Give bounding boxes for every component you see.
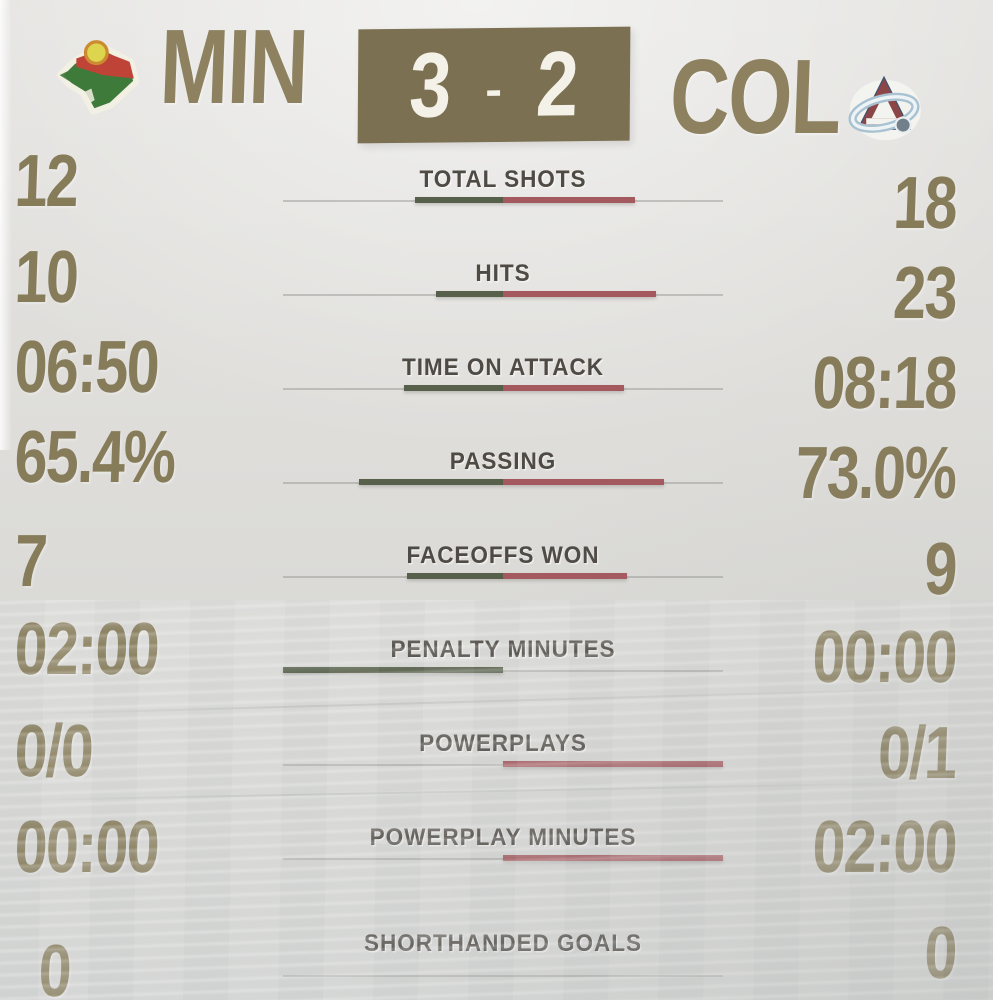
stat-label: PENALTY MINUTES [390,636,616,663]
home-bar-fill [283,667,503,673]
away-stat-value: 0/1 [876,711,958,794]
stat-comparison-bar [283,197,723,205]
away-bar-fill [503,197,635,203]
score-separator: - [485,62,503,116]
stat-comparison-bar [283,573,723,581]
scoreboard-header: MIN 3 - 2 COL [0,0,993,156]
bar-track-line [283,670,723,672]
away-bar-fill [503,761,723,767]
stats-list: 12 TOTAL SHOTS 18 10 HITS 23 06:50 TIME … [0,139,993,1000]
stat-label: SHORTHANDED GOALS [364,930,642,957]
stat-row: 02:00 PENALTY MINUTES 00:00 [0,607,993,704]
away-bar-fill [503,573,627,579]
stat-comparison-bar [283,479,723,487]
home-team-abbr: MIN [158,8,310,126]
away-bar-fill [503,291,656,297]
home-bar-fill [359,479,503,485]
home-bar-fill [407,573,503,579]
away-stat-value: 9 [922,527,958,610]
screen-edge-glow [0,0,12,450]
stat-row: 0/0 POWERPLAYS 0/1 [0,704,993,798]
home-stat-value: 06:50 [13,325,160,408]
away-bar-fill [503,479,664,485]
home-stat-value: 10 [13,235,79,318]
stat-row: 00:00 POWERPLAY MINUTES 02:00 [0,798,993,892]
stat-label: TOTAL SHOTS [419,166,587,193]
stat-comparison-bar [283,291,723,299]
home-bar-fill [404,385,503,391]
away-stat-value: 0 [922,911,958,994]
home-stat-value: 12 [13,139,79,222]
minnesota-wild-logo-icon [56,40,140,115]
home-stat-value: 7 [13,519,48,602]
stat-label: TIME ON ATTACK [402,354,604,381]
away-stat-value: 00:00 [810,615,958,698]
away-score: 2 [534,33,581,136]
away-stat-value: 73.0% [794,431,958,514]
bar-track-line [283,975,723,977]
home-score: 3 [407,34,454,137]
stat-row: 10 HITS 23 [0,234,993,334]
stat-row: 65.4% PASSING 73.0% [0,415,993,516]
away-stat-value: 18 [891,161,958,244]
home-bar-fill [436,291,503,297]
home-stat-value: 0/0 [13,709,94,792]
stat-comparison-bar [283,972,723,980]
away-stat-value: 08:18 [810,341,958,424]
away-team-abbr: COL [668,38,843,156]
stat-label: POWERPLAYS [419,730,587,757]
stat-label: POWERPLAY MINUTES [369,824,637,851]
stat-row: 12 TOTAL SHOTS 18 [0,139,993,244]
score-box: 3 - 2 [357,26,631,144]
away-stat-value: 02:00 [810,805,958,888]
stat-row: 0 SHORTHANDED GOALS 0 [0,892,993,1000]
stat-comparison-bar [283,761,723,769]
stat-row: 7 FACEOFFS WON 9 [0,516,993,610]
home-stat-value: 0 [37,929,72,1000]
home-stat-value: 02:00 [13,607,160,690]
stat-label: PASSING [449,448,557,475]
home-bar-fill [415,197,503,203]
colorado-avalanche-logo-icon [848,75,921,141]
away-bar-fill [503,855,723,861]
stat-comparison-bar [283,667,723,675]
away-bar-fill [503,385,624,391]
away-stat-value: 23 [891,251,958,334]
stat-label: HITS [475,260,531,287]
stat-label: FACEOFFS WON [406,542,600,569]
home-stat-value: 65.4% [13,415,177,498]
home-stat-value: 00:00 [13,805,160,888]
stat-row: 06:50 TIME ON ATTACK 08:18 [0,325,993,424]
stat-comparison-bar [283,855,723,863]
stat-comparison-bar [283,385,723,393]
